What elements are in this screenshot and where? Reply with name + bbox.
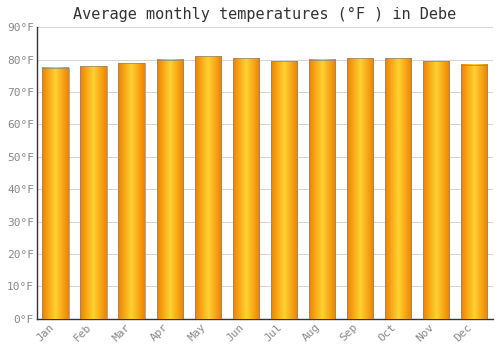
Bar <box>232 58 259 319</box>
Bar <box>194 56 221 319</box>
Bar <box>156 60 183 319</box>
Bar <box>460 64 487 319</box>
Bar <box>422 61 450 319</box>
Bar <box>384 58 411 319</box>
Bar <box>346 58 374 319</box>
Title: Average monthly temperatures (°F ) in Debe: Average monthly temperatures (°F ) in De… <box>74 7 456 22</box>
Bar <box>42 68 69 319</box>
Bar <box>270 61 297 319</box>
Bar <box>80 66 107 319</box>
Bar <box>118 63 145 319</box>
Bar <box>308 60 335 319</box>
